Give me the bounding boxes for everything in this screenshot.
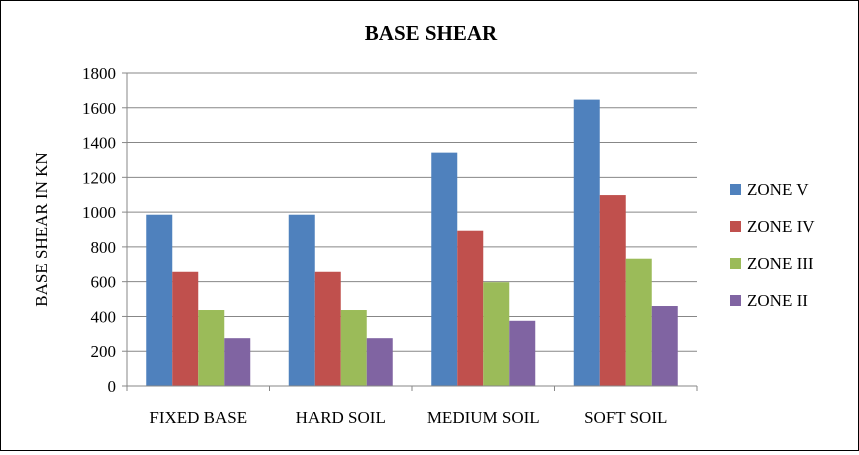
legend: ZONE V ZONE IV ZONE III ZONE II (730, 180, 815, 310)
x-tick-labels: FIXED BASE HARD SOIL MEDIUM SOIL SOFT SOIL (149, 408, 667, 427)
bar (625, 258, 652, 386)
y-tick-label: 1200 (82, 168, 116, 187)
chart-title: BASE SHEAR (365, 21, 498, 45)
y-tick-label: 1600 (82, 99, 116, 118)
bar (340, 310, 367, 386)
legend-swatch (730, 221, 741, 232)
y-tick-label: 600 (91, 273, 117, 292)
y-tick-label: 1800 (82, 64, 116, 83)
x-tick-label: MEDIUM SOIL (427, 408, 540, 427)
y-tick-label: 1000 (82, 203, 116, 222)
y-tick-label: 200 (91, 342, 117, 361)
bar (651, 306, 678, 386)
x-tick-label: HARD SOIL (296, 408, 386, 427)
bar-group (146, 99, 678, 386)
legend-swatch (730, 184, 741, 195)
legend-label: ZONE II (747, 291, 808, 310)
x-tick-label: FIXED BASE (149, 408, 247, 427)
bar (314, 271, 341, 386)
bar (146, 214, 173, 386)
bar (573, 99, 600, 386)
y-axis-label: BASE SHEAR IN KN (32, 152, 51, 306)
legend-label: ZONE V (747, 180, 809, 199)
legend-label: ZONE III (747, 254, 814, 273)
axes (126, 73, 698, 391)
x-tick-label: SOFT SOIL (584, 408, 667, 427)
legend-label: ZONE IV (747, 217, 815, 236)
legend-swatch (730, 258, 741, 269)
y-tick-label: 0 (108, 377, 117, 396)
bar (483, 282, 510, 386)
y-tick-label: 400 (91, 307, 117, 326)
y-tick-labels: 0 200 400 600 800 1000 1200 1400 1600 1800 (82, 64, 116, 396)
bar (457, 230, 484, 386)
bar (198, 310, 225, 386)
bar (224, 338, 251, 386)
y-tick-label: 1400 (82, 134, 116, 153)
bar (599, 195, 626, 386)
bar (366, 338, 393, 386)
bar (172, 271, 199, 386)
legend-swatch (730, 295, 741, 306)
bar (288, 214, 315, 386)
bar (509, 320, 536, 386)
bar (431, 152, 458, 386)
y-tick-label: 800 (91, 238, 117, 257)
